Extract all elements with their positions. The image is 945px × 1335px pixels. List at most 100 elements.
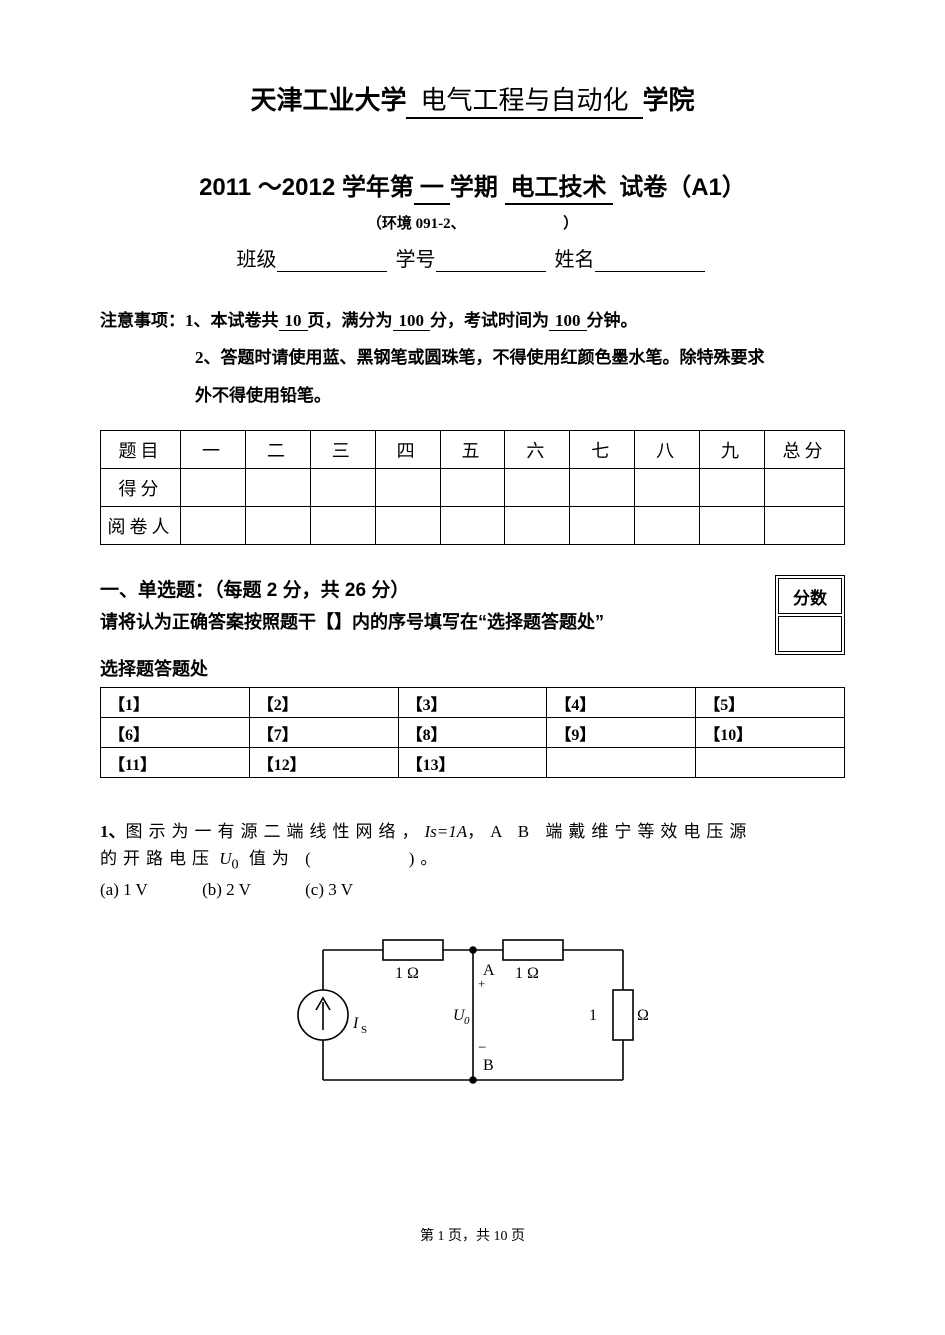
semester: 一 (414, 174, 450, 205)
score-cell (245, 507, 310, 545)
score-cell (310, 469, 375, 507)
scorebox-label: 分数 (778, 578, 842, 614)
r3-label-num: 1 (589, 1007, 597, 1024)
student-fields: 班级 学号 姓名 (100, 243, 845, 272)
score-cell (570, 469, 635, 507)
r3-label-omega: Ω (637, 1007, 649, 1024)
course-name: 电工技术 (505, 174, 613, 205)
score-cell (635, 469, 700, 507)
answer-cell: 【5】 (696, 688, 845, 718)
score-cell (310, 507, 375, 545)
answer-cell: 【6】 (101, 718, 250, 748)
sid-blank (436, 250, 546, 272)
minutes: 100 (549, 311, 587, 331)
section-1-left: 一、单选题：（每题 2 分，共 26 分） 请将认为正确答案按照题干【】内的序号… (100, 575, 761, 640)
table-row: 得分 (101, 469, 845, 507)
score-cell (505, 507, 570, 545)
score-cell (505, 469, 570, 507)
score-row-label: 阅卷人 (101, 507, 181, 545)
answer-cell: 【13】 (398, 748, 547, 778)
question-1: 1、图示为一有源二端线性网络，Is=1A，A B 端戴维宁等效电压源 的开路电压… (100, 818, 845, 876)
notes-prefix: 注意事项： (100, 311, 185, 330)
q1-u0-sub: 0 (232, 857, 239, 873)
page-footer: 第 1 页，共 10 页 (100, 1225, 845, 1245)
node-b: B (483, 1057, 494, 1074)
score-cell (245, 469, 310, 507)
q1-body-b: ，A B 端戴维宁等效电压源 (467, 822, 752, 841)
sub-text-2: 学期 (450, 174, 498, 201)
q1-body-a: 图示为一有源二端线性网络， (126, 822, 425, 841)
n1-a: 1、本试卷共 (185, 311, 279, 330)
class-blank (277, 250, 387, 272)
year-range: 2011 ～2012 (199, 174, 335, 201)
score-cell (440, 507, 505, 545)
is-sub: S (361, 1024, 367, 1036)
score-cell (375, 507, 440, 545)
answer-cell: 【11】 (101, 748, 250, 778)
plus-sign: + (478, 976, 485, 991)
n1-c: 分，考试时间为 (430, 311, 549, 330)
score-header-cell: 题目 (101, 431, 181, 469)
name-blank (595, 250, 705, 272)
note-line-2a: 2、答题时请使用蓝、黑钢笔或圆珠笔，不得使用红颜色墨水笔。除特殊要求 (100, 339, 845, 376)
n1-d: 分钟。 (587, 311, 638, 330)
answer-cell: 【10】 (696, 718, 845, 748)
n1-b: 页，满分为 (308, 311, 393, 330)
score-table: 题目 一 二 三 四 五 六 七 八 九 总分 得分 阅卷人 (100, 430, 845, 545)
table-row: 阅卷人 (101, 507, 845, 545)
name-label: 姓名 (555, 249, 595, 271)
q1-body-d: 值为 ( )。 (239, 849, 444, 868)
university-name: 天津工业大学 (250, 85, 406, 115)
notes: 注意事项：1、本试卷共10页，满分为100分，考试时间为100分钟。 2、答题时… (100, 302, 845, 414)
sub-text-3: 试卷（A1） (619, 174, 746, 201)
answer-cell: 【4】 (547, 688, 696, 718)
answer-table: 【1】 【2】 【3】 【4】 【5】 【6】 【7】 【8】 【9】 【10】… (100, 687, 845, 778)
score-cell (181, 507, 246, 545)
score-header-cell: 八 (635, 431, 700, 469)
score-cell (375, 469, 440, 507)
q1-is-eq: Is=1A (425, 822, 468, 841)
score-header-cell: 五 (440, 431, 505, 469)
answer-cell: 【2】 (249, 688, 398, 718)
sid-label: 学号 (396, 249, 436, 271)
table-row: 【11】 【12】 【13】 (101, 748, 845, 778)
q1-body-c: 的开路电压 (100, 849, 215, 868)
q1-opt-c: (c) 3 V (305, 880, 353, 899)
score-cell (440, 469, 505, 507)
score-cell (765, 469, 845, 507)
page-title: 天津工业大学电气工程与自动化学院 (100, 80, 845, 117)
pages: 10 (279, 311, 308, 331)
section-1-sub1: 请将认为正确答案按照题干【】内的序号填写在“选择题答题处” (100, 608, 761, 634)
section-1-sub2: 选择题答题处 (100, 655, 845, 681)
score-cell (765, 507, 845, 545)
score-header-cell: 二 (245, 431, 310, 469)
q1-opt-a: (a) 1 V (100, 880, 148, 899)
r2-label: 1 Ω (515, 965, 539, 982)
section-1-heading: 一、单选题：（每题 2 分，共 26 分） (100, 575, 761, 602)
env-line: （环境 091-2、 ） (100, 212, 845, 233)
exam-subtitle: 2011 ～2012 学年第一学期 电工技术 试卷（A1） (100, 167, 845, 202)
scorebox-blank (778, 616, 842, 652)
college-suffix: 学院 (643, 85, 695, 115)
answer-cell: 【9】 (547, 718, 696, 748)
circuit-diagram: 1 Ω 1 Ω 1 Ω I S A B + − U 0 (283, 920, 663, 1110)
score-header-cell: 总分 (765, 431, 845, 469)
score-header-cell: 三 (310, 431, 375, 469)
score-row-label: 得分 (101, 469, 181, 507)
score-cell (181, 469, 246, 507)
answer-cell: 【12】 (249, 748, 398, 778)
sub-text-1: 学年第 (342, 174, 414, 201)
q1-opt-b: (b) 2 V (202, 880, 251, 899)
score-header-cell: 六 (505, 431, 570, 469)
class-label: 班级 (237, 249, 277, 271)
answer-cell: 【7】 (249, 718, 398, 748)
table-row: 题目 一 二 三 四 五 六 七 八 九 总分 (101, 431, 845, 469)
full-score: 100 (393, 311, 431, 331)
answer-cell (547, 748, 696, 778)
score-header-cell: 四 (375, 431, 440, 469)
is-label: I (352, 1015, 359, 1032)
section-scorebox: 分数 (775, 575, 845, 655)
table-row: 【1】 【2】 【3】 【4】 【5】 (101, 688, 845, 718)
score-header-cell: 九 (700, 431, 765, 469)
score-cell (700, 507, 765, 545)
